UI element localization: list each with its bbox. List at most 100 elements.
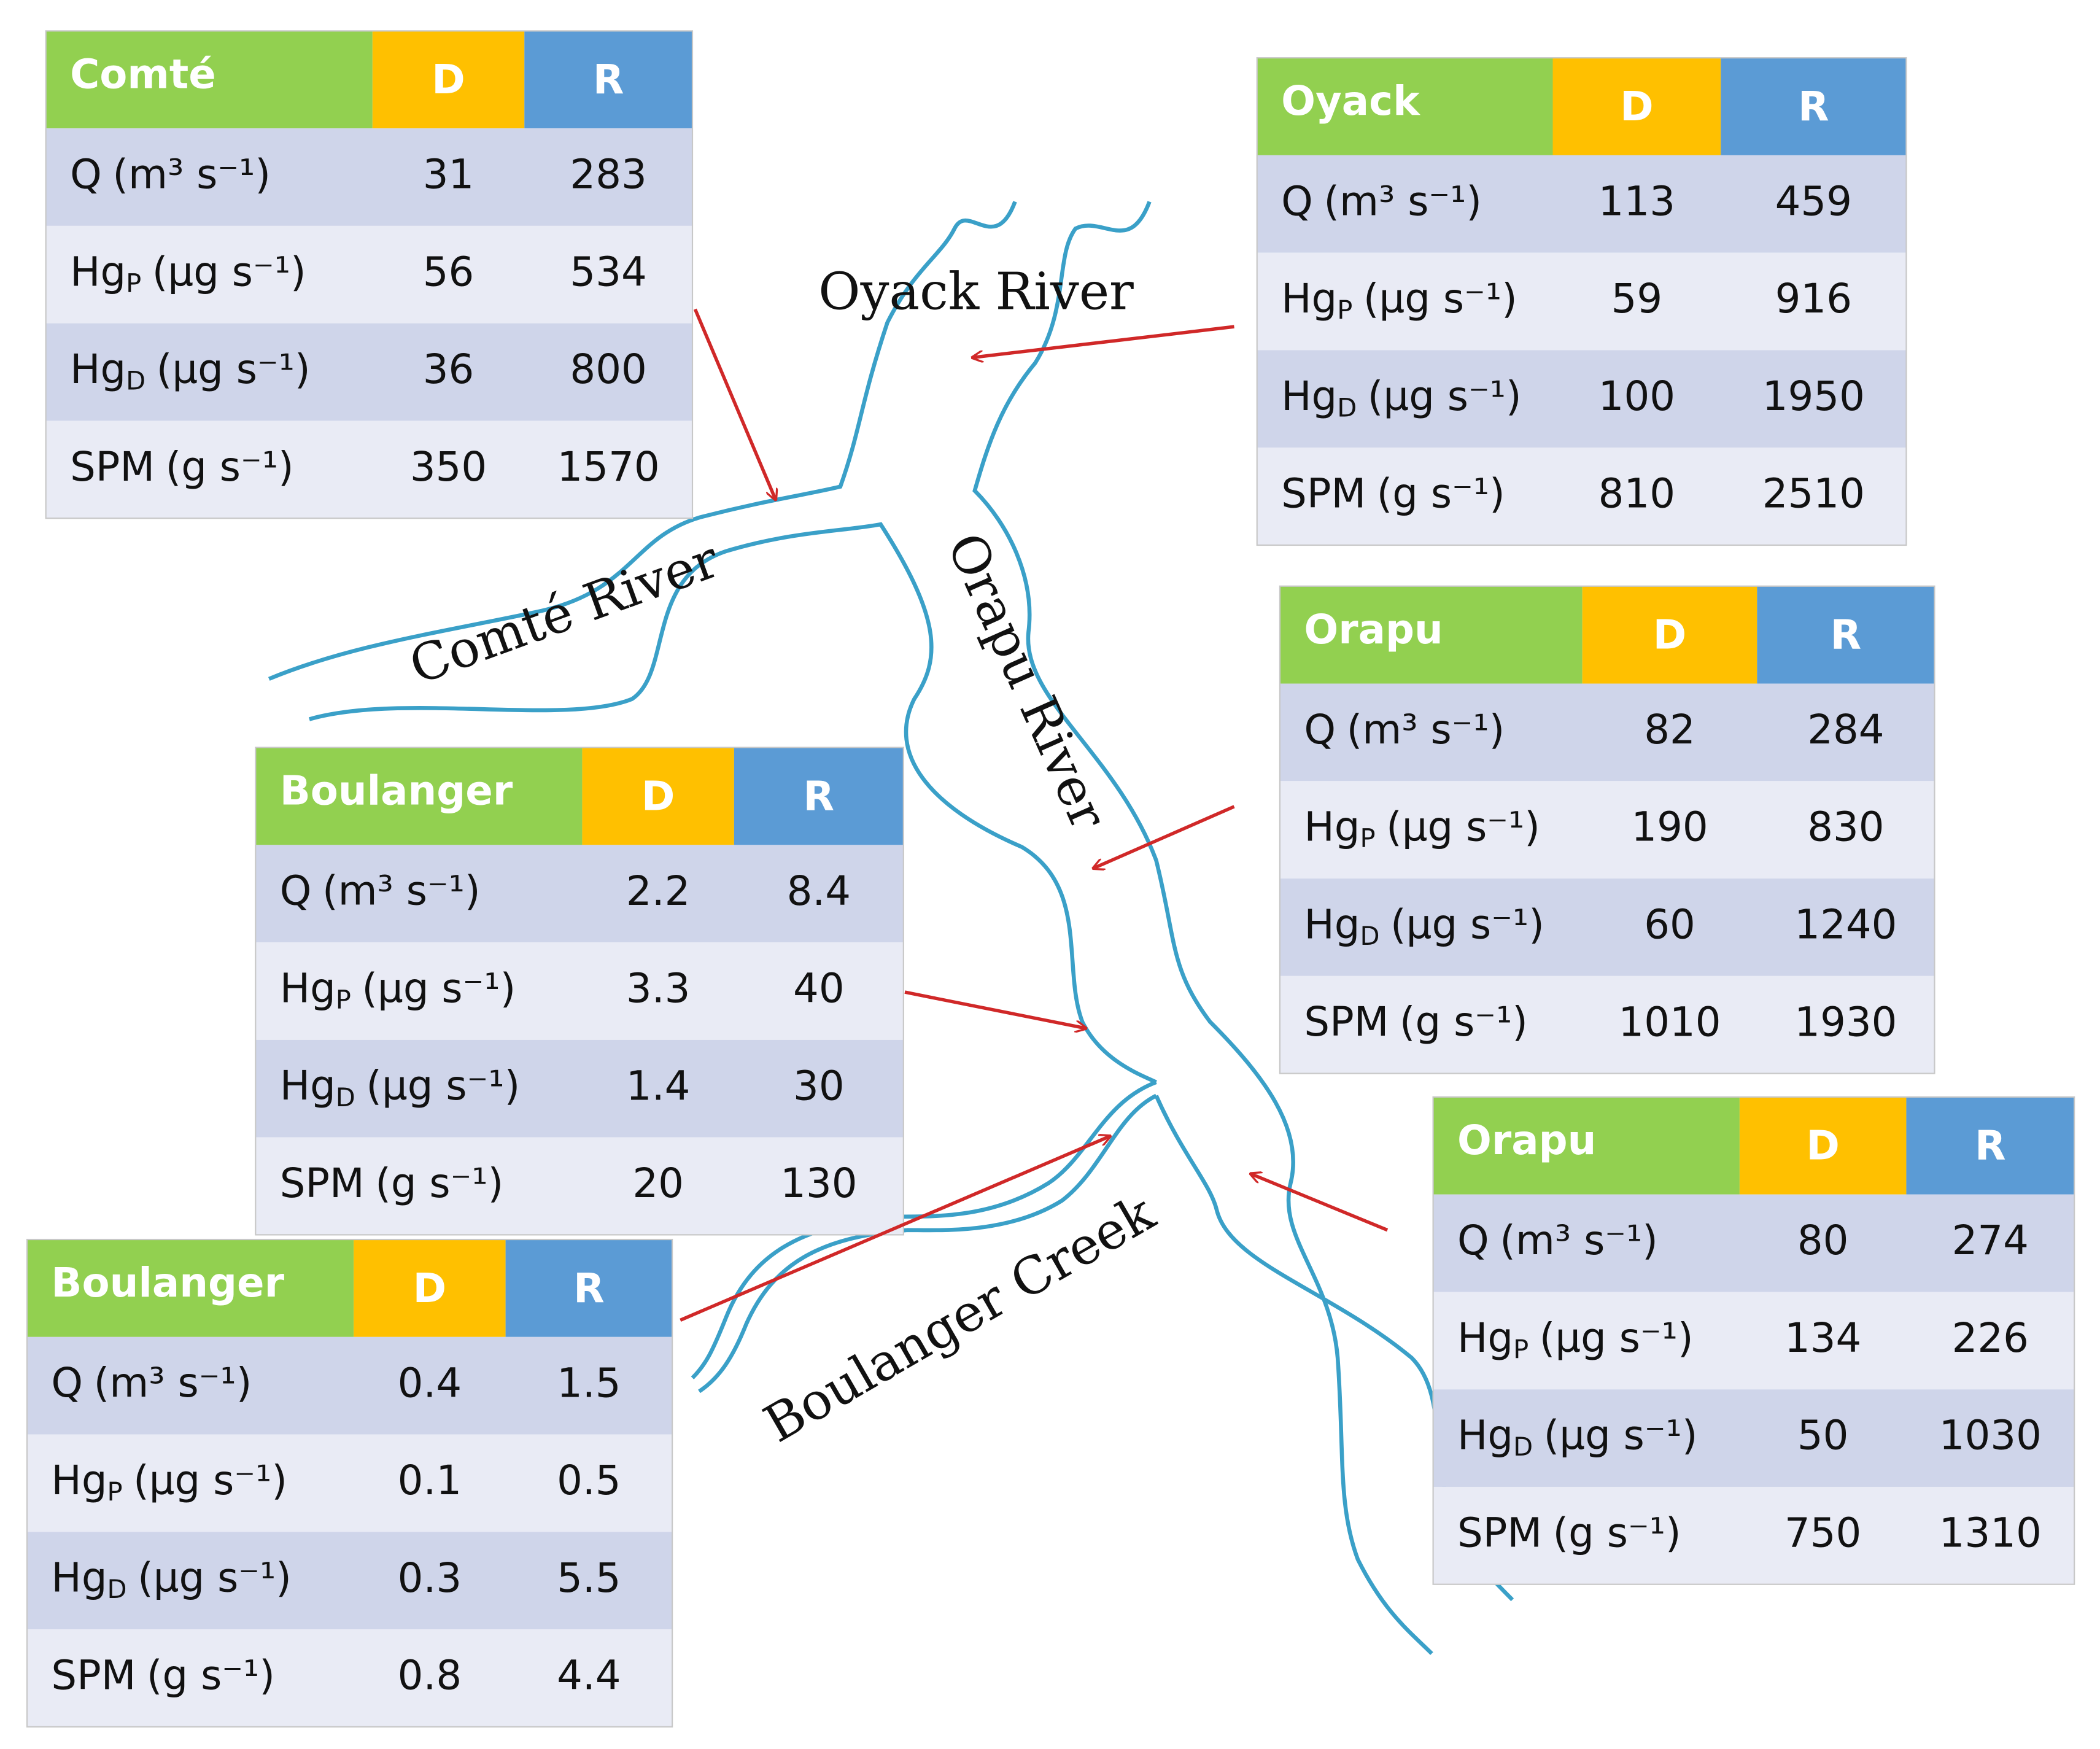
row-label-subscript: P [1360,823,1375,853]
row-label-subscript: P [1513,1334,1529,1364]
row-label-unit: (g s⁻¹) [1400,999,1528,1045]
row-background [255,1137,904,1235]
river-bank [308,522,1157,1084]
row-background [1433,1292,2075,1390]
table-value: 1240 [1794,902,1897,948]
table-value: 5.5 [557,1555,621,1602]
row-background [27,1532,673,1630]
table-title: Boulanger [280,768,513,815]
table-value: 2.2 [626,868,690,915]
row-label: HgD (µg s⁻¹) [51,1555,292,1604]
row-label: Q (m³ s⁻¹) [1457,1217,1658,1264]
table-value: 130 [780,1160,857,1207]
table-value: 0.8 [398,1653,462,1699]
row-background [255,1039,904,1138]
header-cell [255,747,583,845]
row-label-unit: (g s⁻¹) [166,444,294,491]
column-header: R [1831,612,1862,659]
table-value: 284 [1807,707,1884,753]
row-background [1279,683,1935,781]
river-label: Comté River [402,529,727,696]
header-cell [372,31,525,129]
header-cell [1739,1096,1907,1195]
table-value: 82 [1644,707,1695,753]
row-label-unit: (µg s⁻¹) [138,1555,292,1602]
row-label-unit: (µg s⁻¹) [157,346,311,393]
table-value: 0.5 [557,1457,621,1504]
row-label-subscript: P [107,1476,123,1507]
table-value: 50 [1797,1413,1849,1459]
row-background [1433,1194,2075,1292]
table-value: 0.1 [398,1457,462,1504]
row-background [27,1336,673,1435]
row-background [1257,155,1907,253]
row-label-unit: (m³ s⁻¹) [322,868,481,915]
row-background [45,128,692,226]
row-background [45,225,692,324]
row-label: HgP (µg s⁻¹) [1281,276,1517,325]
row-label: SPM (g s⁻¹) [280,1160,504,1207]
row-label: Q (m³ s⁻¹) [1281,178,1482,225]
column-header: D [1806,1123,1840,1169]
row-label-unit: (g s⁻¹) [1553,1510,1681,1556]
table-border [1432,1096,2075,1585]
row-label-base: SPM [51,1653,136,1699]
row-label: Q (m³ s⁻¹) [51,1360,252,1406]
row-background [255,942,904,1040]
row-label-unit: (m³ s⁻¹) [112,152,271,198]
arrow [680,1136,1110,1322]
table-value: 1950 [1762,373,1865,420]
table-value: 80 [1797,1217,1849,1264]
header-cell [1582,586,1757,684]
row-label-unit: (µg s⁻¹) [1386,804,1540,851]
row-label-subscript: P [1337,295,1352,325]
arrow [1093,805,1235,869]
table-value: 1930 [1794,999,1897,1045]
row-label-base: Hg [280,1063,336,1109]
row-label: HgD (µg s⁻¹) [1304,902,1544,951]
table-value: 350 [410,444,487,491]
river-label: Orapu River [936,524,1119,838]
arrow [693,308,775,500]
table-value: 459 [1775,178,1852,225]
row-label-base: SPM [1304,999,1389,1045]
row-background [1279,878,1935,976]
table-value: 8.4 [787,868,851,915]
row-label: HgP (µg s⁻¹) [280,966,516,1015]
row-label-base: SPM [280,1160,365,1207]
row-background [1433,1389,2075,1487]
row-label-unit: (µg s⁻¹) [366,1063,520,1109]
table-title: Orapu [1304,607,1443,653]
row-label-base: Hg [1304,902,1360,948]
header-cell [1721,58,1907,155]
row-label-unit: (µg s⁻¹) [1540,1315,1694,1362]
row-label: SPM (g s⁻¹) [51,1653,275,1699]
table-value: 4.4 [557,1653,621,1699]
table-value: 30 [793,1063,845,1109]
row-background [1257,252,1907,351]
table-value: 916 [1775,276,1852,322]
row-label-base: Q [51,1360,83,1406]
table-value: 1010 [1618,999,1721,1045]
row-background [1433,1486,2075,1584]
table-value: 31 [423,152,475,198]
table-value: 1.5 [557,1360,621,1406]
header-cell [734,747,904,845]
table-value: 3.3 [626,966,690,1012]
row-label: HgP (µg s⁻¹) [1457,1315,1694,1364]
row-background [1279,975,1935,1074]
table-value: 1570 [557,444,660,491]
table-border [255,747,904,1236]
row-label: HgP (µg s⁻¹) [51,1457,287,1507]
row-label-base: Hg [1457,1413,1513,1459]
row-label-unit: (µg s⁻¹) [1368,373,1522,420]
table-value: 190 [1631,804,1708,851]
table-value: 283 [570,152,646,198]
row-label-base: Q [1457,1217,1489,1264]
row-label-base: SPM [1281,471,1366,518]
